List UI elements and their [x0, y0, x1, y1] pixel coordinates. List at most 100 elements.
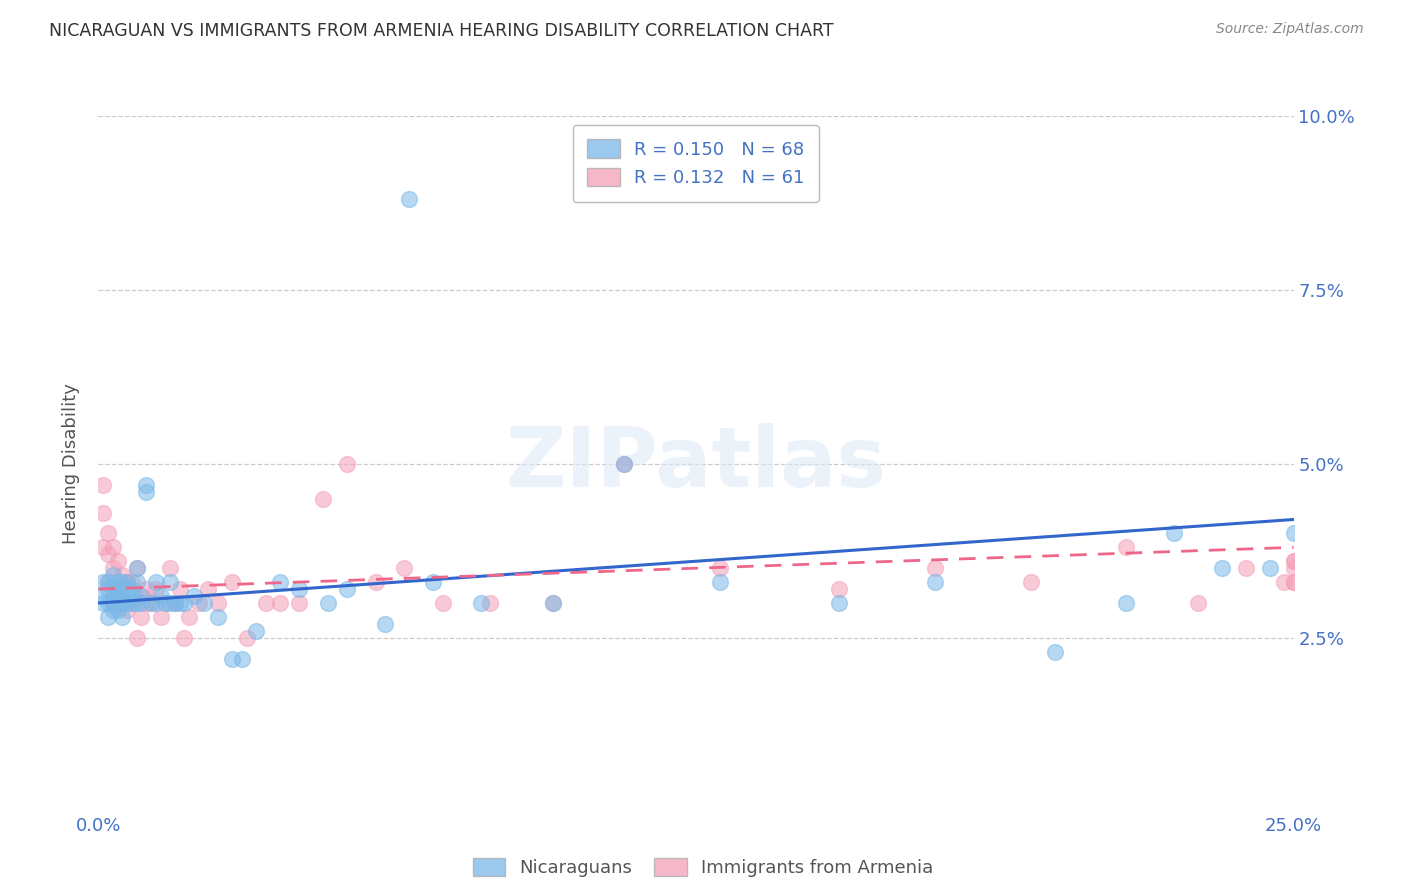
Point: [145, 582, 167, 596]
Point: [221, 575, 243, 590]
Point: [316, 596, 339, 610]
Point: [91, 541, 114, 555]
Point: [111, 575, 134, 590]
Point: [125, 575, 148, 590]
Point: [828, 582, 851, 596]
Point: [432, 596, 454, 610]
Point: [111, 596, 134, 610]
Point: [101, 561, 124, 575]
Point: [159, 596, 181, 610]
Point: [139, 596, 162, 610]
Point: [101, 596, 124, 610]
Point: [470, 596, 492, 610]
Point: [121, 589, 143, 603]
Point: [97, 582, 120, 596]
Point: [101, 582, 124, 596]
Point: [135, 477, 157, 491]
Point: [115, 596, 138, 610]
Point: [336, 582, 359, 596]
Point: [131, 610, 153, 624]
Point: [1211, 561, 1233, 575]
Point: [131, 596, 153, 610]
Point: [709, 575, 731, 590]
Point: [187, 596, 209, 610]
Point: [169, 596, 191, 610]
Point: [131, 589, 153, 603]
Point: [398, 193, 420, 207]
Text: NICARAGUAN VS IMMIGRANTS FROM ARMENIA HEARING DISABILITY CORRELATION CHART: NICARAGUAN VS IMMIGRANTS FROM ARMENIA HE…: [49, 22, 834, 40]
Point: [91, 477, 114, 491]
Point: [101, 589, 124, 603]
Point: [97, 596, 120, 610]
Point: [193, 596, 215, 610]
Point: [107, 589, 129, 603]
Point: [613, 457, 636, 471]
Point: [145, 596, 167, 610]
Text: Source: ZipAtlas.com: Source: ZipAtlas.com: [1216, 22, 1364, 37]
Point: [1282, 575, 1305, 590]
Point: [107, 582, 129, 596]
Point: [135, 596, 157, 610]
Point: [121, 575, 143, 590]
Point: [97, 526, 120, 541]
Point: [125, 561, 148, 575]
Legend: Nicaraguans, Immigrants from Armenia: Nicaraguans, Immigrants from Armenia: [464, 849, 942, 886]
Point: [107, 575, 129, 590]
Point: [1163, 526, 1185, 541]
Point: [364, 575, 387, 590]
Point: [1187, 596, 1209, 610]
Point: [111, 610, 134, 624]
Point: [125, 561, 148, 575]
Point: [91, 506, 114, 520]
Point: [1272, 575, 1295, 590]
Point: [1282, 554, 1305, 568]
Point: [374, 616, 396, 631]
Point: [115, 582, 138, 596]
Point: [221, 651, 243, 665]
Point: [207, 596, 229, 610]
Point: [97, 547, 120, 561]
Point: [101, 603, 124, 617]
Point: [115, 575, 138, 590]
Point: [288, 596, 311, 610]
Point: [135, 484, 157, 499]
Point: [1258, 561, 1281, 575]
Point: [111, 596, 134, 610]
Point: [541, 596, 564, 610]
Text: ZIPatlas: ZIPatlas: [506, 424, 886, 504]
Point: [613, 457, 636, 471]
Point: [269, 596, 291, 610]
Point: [139, 596, 162, 610]
Point: [924, 561, 946, 575]
Point: [149, 589, 172, 603]
Point: [155, 596, 177, 610]
Point: [1282, 575, 1305, 590]
Point: [115, 575, 138, 590]
Point: [709, 561, 731, 575]
Point: [541, 596, 564, 610]
Point: [145, 575, 167, 590]
Point: [159, 575, 181, 590]
Point: [1019, 575, 1042, 590]
Point: [107, 582, 129, 596]
Point: [183, 589, 205, 603]
Point: [207, 610, 229, 624]
Point: [269, 575, 291, 590]
Point: [97, 610, 120, 624]
Point: [163, 596, 186, 610]
Point: [1282, 526, 1305, 541]
Point: [1043, 645, 1066, 659]
Point: [101, 568, 124, 582]
Point: [422, 575, 444, 590]
Point: [173, 631, 195, 645]
Point: [1282, 561, 1305, 575]
Point: [159, 561, 181, 575]
Point: [131, 589, 153, 603]
Point: [197, 582, 219, 596]
Point: [91, 589, 114, 603]
Point: [121, 596, 143, 610]
Point: [1115, 596, 1137, 610]
Point: [135, 582, 157, 596]
Point: [1282, 554, 1305, 568]
Point: [155, 596, 177, 610]
